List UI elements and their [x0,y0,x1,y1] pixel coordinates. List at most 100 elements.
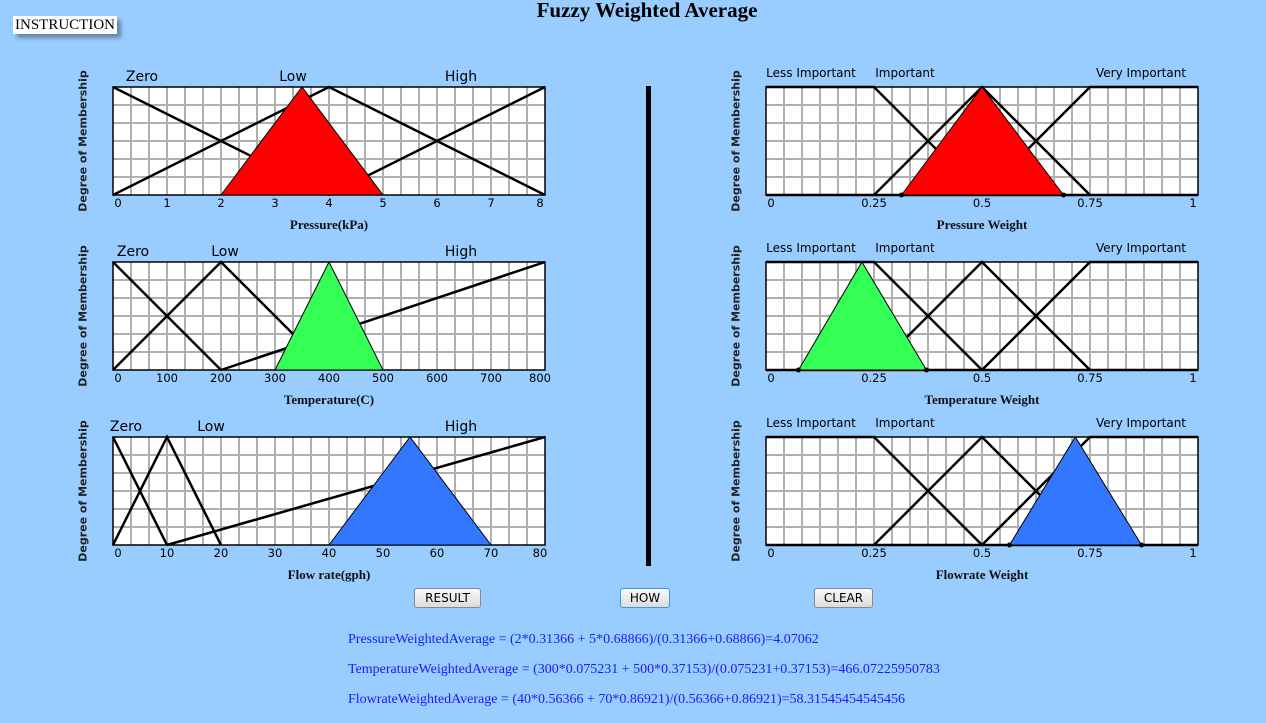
y-axis-title: Degree of Membership [729,420,743,562]
set-label: Less Important [766,241,856,255]
tick-label: 1 [1189,371,1197,385]
flowrate-chart: Zero Low High 0 10 20 30 40 50 60 70 80 Flow rate(gp… [77,419,548,582]
x-axis-title: Temperature(C) [283,392,375,407]
triangle-base-dot [795,367,801,373]
membership-line-low [111,434,223,546]
x-axis-title: Flow rate(gph) [287,567,371,582]
tick-label: 40 [321,546,337,560]
triangle-base-dot [924,367,930,373]
tick-label: 0 [767,196,775,210]
set-label: Important [875,241,935,255]
divider [646,86,651,566]
membership-plot [765,435,1199,548]
how-button[interactable]: HOW [620,588,670,608]
tick-label: 800 [529,371,551,385]
result-button[interactable]: RESULT [414,588,481,608]
tick-label: 0.5 [972,196,992,210]
page-title: Fuzzy Weighted Average [536,0,758,22]
tick-label: 0.75 [1077,371,1103,385]
temperature-weight-chart: Less Important Important Very Important 0 0.… [730,241,1199,407]
tick-label: 0 [767,371,775,385]
set-label: Very Important [1096,416,1186,430]
tick-label: 20 [213,546,229,560]
set-label: Low [197,419,225,435]
pressure-chart: Zero Low High 0 1 2 3 4 5 6 7 8 Pressure(kPa) Degree … [77,69,546,232]
tick-label: 300 [264,371,286,385]
x-axis-title: Temperature Weight [924,392,1040,407]
input-triangle [328,436,492,546]
set-label: Zero [109,419,143,435]
set-label: Less Important [766,66,856,80]
temperature-chart: Zero Low High 0 100 200 300 400 500 600 700 800 Temp… [77,244,551,407]
tick-label: 30 [267,546,283,560]
tick-label: 0 [767,546,775,560]
set-label: Important [875,66,935,80]
tick-label: 5 [379,196,387,210]
tick-label: 0.25 [861,371,887,385]
membership-plot [112,85,546,197]
membership-line-important [873,260,1091,371]
tick-label: 1 [163,196,171,210]
tick-label: 0 [114,196,122,210]
tick-label: 6 [433,196,441,210]
tick-label: 0.5 [972,546,992,560]
tick-label: 70 [483,546,499,560]
tick-label: 0.75 [1077,196,1103,210]
membership-plot [765,260,1199,373]
tick-label: 7 [487,196,495,210]
tick-label: 400 [318,371,340,385]
x-axis-title: Pressure(kPa) [289,217,369,232]
tick-label: 0.5 [972,371,992,385]
tick-label: 200 [210,371,232,385]
tick-label: 50 [375,546,391,560]
tick-label: 0 [114,371,122,385]
membership-plot [765,85,1199,198]
tick-label: 0 [114,546,122,560]
x-axis-title: Flowrate Weight [935,567,1029,582]
pressure-weight-chart: Less Important Important Very Important 0 0.… [730,66,1199,232]
tick-label: 100 [156,371,178,385]
membership-plot [111,434,546,547]
set-label: Important [875,416,935,430]
tick-label: 600 [426,371,448,385]
set-label: Zero [116,244,150,260]
instruction-button[interactable]: INSTRUCTION [13,16,117,34]
membership-line-very-important [981,435,1198,546]
clear-button[interactable]: CLEAR [814,588,873,608]
input-triangle [1008,436,1143,546]
tick-label: 2 [217,196,225,210]
membership-line-less-important [766,260,983,371]
tick-label: 500 [372,371,394,385]
tick-label: 1 [1189,196,1197,210]
pressure-formula: PressureWeightedAverage = (2*0.31366 + 5… [348,632,819,647]
flowrate-weight-chart: Less Important Important Very Important 0 0.… [730,416,1199,582]
y-axis-title: Degree of Membership [76,245,90,387]
input-triangle [274,260,384,371]
y-axis-title: Degree of Membership [76,420,90,562]
membership-line-less-important [766,435,983,546]
tick-label: 0.25 [861,196,887,210]
tick-label: 4 [325,196,333,210]
triangle-base-dot [899,192,905,198]
flowrate-formula: FlowrateWeightedAverage = (40*0.56366 + … [348,692,906,707]
tick-label: 3 [271,196,279,210]
set-label: Zero [125,69,159,85]
input-triangle [900,86,1065,196]
membership-line-high [166,435,546,547]
tick-label: 0.25 [861,546,887,560]
triangle-base-dot [1007,542,1013,548]
tick-label: 1 [1189,546,1197,560]
set-label: Very Important [1096,66,1186,80]
set-label: Very Important [1096,241,1186,255]
membership-plot [112,260,546,372]
triangle-base-dot [1061,192,1067,198]
membership-line-low [112,85,546,197]
set-label: High [444,244,478,260]
membership-line-very-important [981,260,1198,371]
y-axis-title: Degree of Membership [76,70,90,212]
input-triangle [220,86,384,196]
set-label: Low [279,69,307,85]
membership-line-high [220,260,546,372]
set-label: High [444,419,478,435]
y-axis-title: Degree of Membership [729,245,743,387]
